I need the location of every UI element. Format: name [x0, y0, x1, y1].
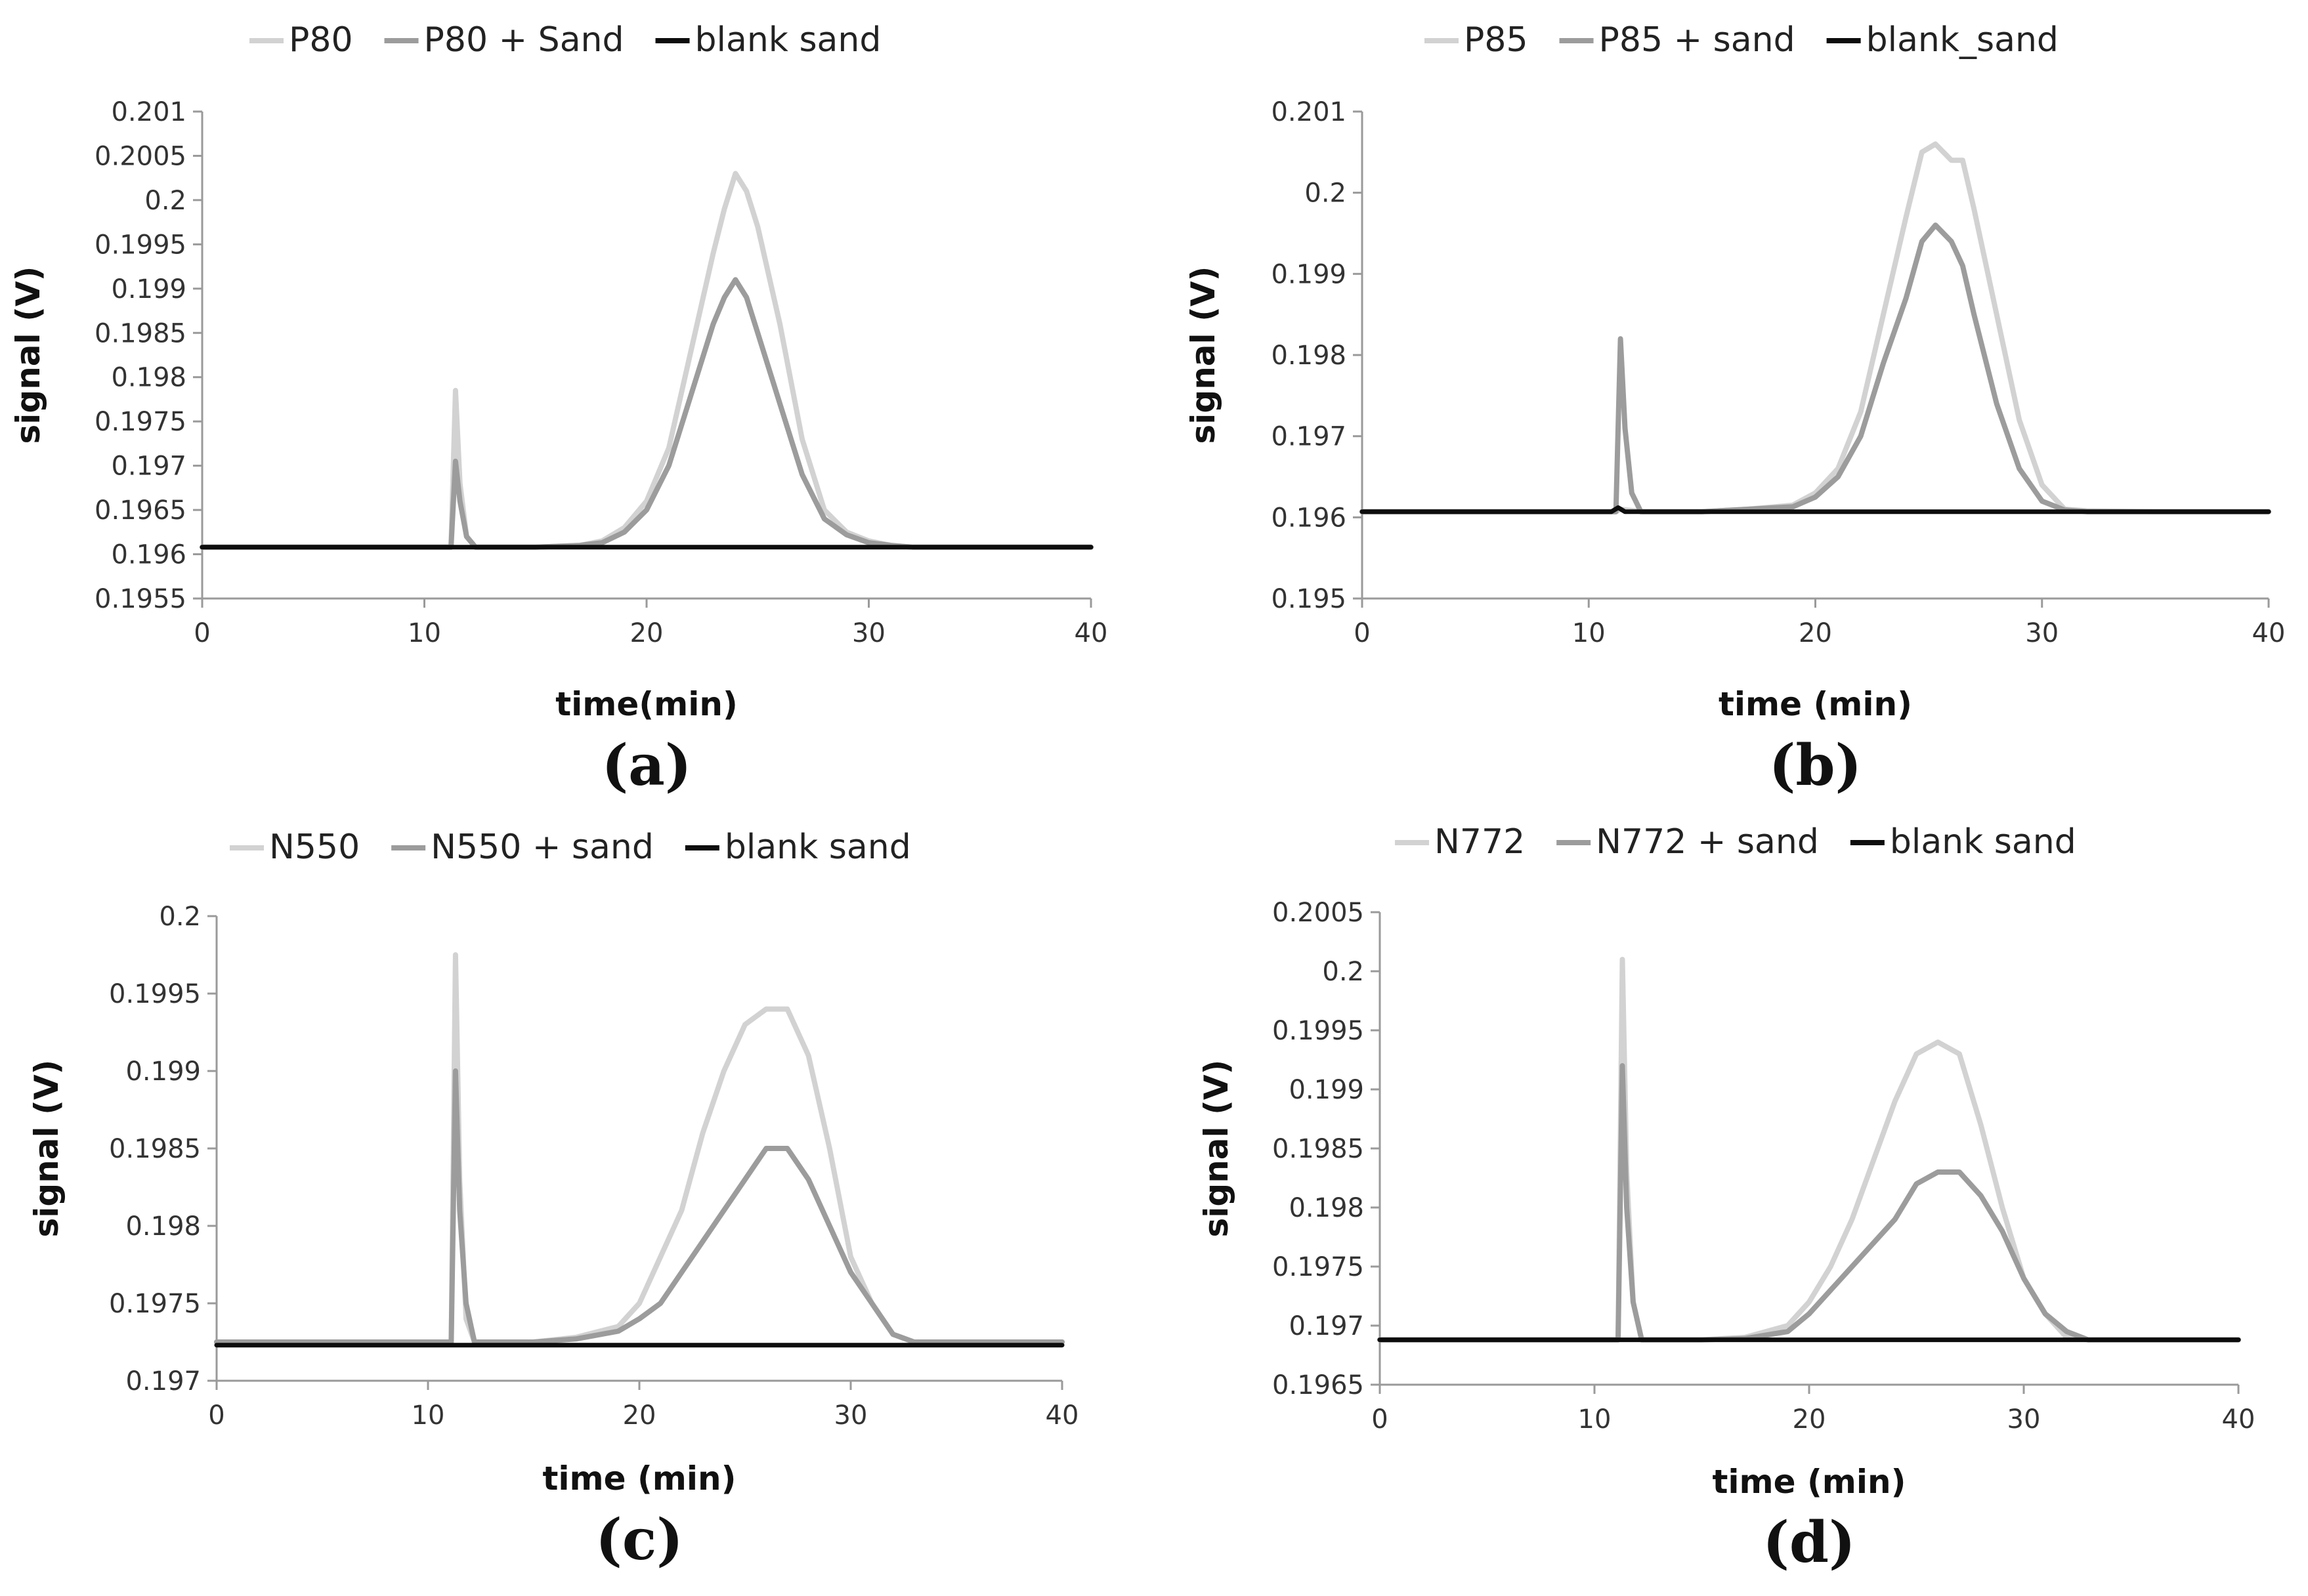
y-tick-label: 0.201	[1271, 97, 1346, 127]
y-tick-label: 0.1955	[95, 584, 186, 614]
x-axis-title: time (min)	[1719, 685, 1912, 723]
y-tick-label: 0.197	[1289, 1311, 1364, 1341]
x-tick-label: 10	[1578, 1404, 1612, 1435]
series-group	[214, 952, 1065, 1348]
x-axis-title: time (min)	[1713, 1463, 1906, 1501]
x-tick-label: 30	[2025, 618, 2059, 648]
y-tick-label: 0.199	[111, 274, 186, 304]
x-tick-label: 40	[2222, 1404, 2255, 1435]
x-tick-label: 0	[1371, 1404, 1388, 1435]
x-tick-label: 20	[1799, 618, 1832, 648]
y-tick-label: 0.196	[111, 540, 186, 570]
y-tick-label: 0.199	[1289, 1075, 1364, 1105]
series-line-blank-sand	[1359, 505, 2271, 514]
series-group	[1359, 141, 2271, 514]
y-tick-label: 0.199	[125, 1057, 201, 1087]
y-tick-label: 0.198	[1271, 341, 1346, 371]
y-axis-title: signal (V)	[1197, 1060, 1235, 1238]
y-tick-label: 0.199	[1271, 259, 1346, 289]
legend-label: P85	[1464, 20, 1528, 60]
y-tick-label: 0.2	[159, 902, 201, 932]
series-line-p85	[1359, 141, 2271, 514]
y-tick-label: 0.1975	[95, 407, 186, 437]
y-tick-label: 0.195	[1271, 584, 1346, 614]
x-tick-label: 40	[1075, 618, 1108, 648]
y-tick-label: 0.1965	[1272, 1370, 1364, 1400]
series-line-n550-sand	[214, 1068, 1065, 1345]
y-tick-label: 0.2005	[1272, 898, 1364, 928]
y-tick-label: 0.197	[125, 1366, 201, 1396]
x-tick-label: 30	[852, 618, 886, 648]
legend-label: blank sand	[695, 20, 882, 60]
y-tick-label: 0.2	[1304, 178, 1346, 209]
series-line-p80	[200, 171, 1094, 550]
y-axis-title: signal (V)	[1184, 266, 1222, 444]
series-line-n550	[214, 952, 1065, 1345]
y-tick-label: 0.1995	[1272, 1016, 1364, 1046]
series-line-p80-sand	[200, 277, 1094, 550]
panel-label: (d)	[1763, 1509, 1856, 1576]
legend-label: N772 + sand	[1596, 822, 1819, 862]
chart-panel-1: 0.1955 0.196 0.1965 0.197 0.1975 0.198 0.1985 0…	[9, 20, 1107, 799]
y-tick-label: 0.1995	[109, 979, 201, 1009]
x-tick-label: 40	[2252, 618, 2286, 648]
x-tick-label: 20	[623, 1400, 656, 1431]
y-tick-label: 0.196	[1271, 503, 1346, 533]
y-tick-label: 0.2	[1322, 957, 1364, 987]
y-axis-title: signal (V)	[9, 266, 47, 444]
y-tick-label: 0.197	[1271, 422, 1346, 452]
x-tick-label: 30	[834, 1400, 868, 1431]
x-tick-label: 0	[1354, 618, 1370, 648]
legend-label: N550 + sand	[431, 828, 654, 867]
y-tick-label: 0.1985	[109, 1134, 201, 1164]
y-tick-label: 0.1985	[95, 318, 186, 348]
legend-label: blank sand	[725, 828, 911, 867]
y-tick-label: 0.201	[111, 97, 186, 127]
series-group	[1377, 957, 2241, 1343]
x-tick-label: 10	[1572, 618, 1606, 648]
legend-label: blank_sand	[1866, 20, 2059, 60]
x-tick-label: 30	[2007, 1404, 2041, 1435]
legend-label: N772	[1434, 822, 1525, 862]
x-axis-title: time(min)	[555, 685, 738, 723]
y-tick-label: 0.1975	[1272, 1252, 1364, 1282]
y-tick-label: 0.198	[1289, 1193, 1364, 1223]
series-line-p85-sand	[1359, 222, 2271, 514]
legend-label: P80 + Sand	[424, 20, 624, 60]
panel-label: (c)	[595, 1507, 683, 1573]
y-tick-label: 0.198	[111, 363, 186, 393]
legend-label: blank sand	[1890, 822, 2076, 862]
chart-panel-4: 0.1965 0.197 0.1975 0.198 0.1985 0.199 0.1995 0…	[1197, 822, 2255, 1576]
y-tick-label: 0.197	[111, 452, 186, 482]
y-tick-label: 0.1975	[109, 1289, 201, 1319]
legend-label: P80	[289, 20, 353, 60]
y-tick-label: 0.1985	[1272, 1134, 1364, 1164]
x-tick-label: 20	[1793, 1404, 1826, 1435]
y-tick-label: 0.2	[144, 186, 186, 216]
chart-panel-2: 0.195 0.196 0.197 0.198 0.199 0.2 0.201 0 10 20 30…	[1184, 20, 2285, 799]
series-line-n772-sand	[1377, 1063, 2241, 1343]
legend-label: N550	[269, 828, 360, 867]
y-tick-label: 0.1995	[95, 230, 186, 260]
y-tick-label: 0.1965	[95, 495, 186, 526]
x-tick-label: 10	[408, 618, 441, 648]
chart-panel-3: 0.197 0.1975 0.198 0.1985 0.199 0.1995 0.2 0 10 2…	[28, 828, 1079, 1573]
y-tick-label: 0.2005	[95, 141, 186, 171]
panel-label: (a)	[601, 732, 691, 799]
series-group	[200, 171, 1094, 550]
x-tick-label: 0	[208, 1400, 224, 1431]
y-axis-title: signal (V)	[28, 1060, 66, 1238]
y-tick-label: 0.198	[125, 1211, 201, 1242]
x-tick-label: 20	[630, 618, 664, 648]
panel-label: (b)	[1769, 732, 1862, 799]
x-axis-title: time (min)	[543, 1460, 737, 1498]
x-tick-label: 40	[1046, 1400, 1079, 1431]
x-tick-label: 0	[194, 618, 210, 648]
legend-label: P85 + sand	[1599, 20, 1795, 60]
x-tick-label: 10	[412, 1400, 445, 1431]
series-line-n772	[1377, 957, 2241, 1343]
